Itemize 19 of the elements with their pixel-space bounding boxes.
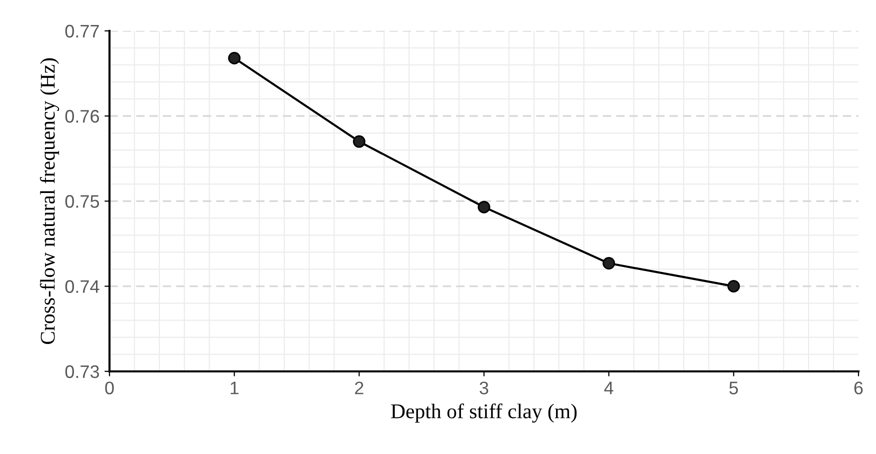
x-tick-label: 5 xyxy=(729,382,738,394)
point xyxy=(602,257,616,270)
x-tick-label: 6 xyxy=(854,382,863,394)
y-tick-label: 0.77 xyxy=(65,24,99,38)
x-tick-label: 2 xyxy=(355,382,364,394)
y-tick-label: 0.76 xyxy=(65,110,99,123)
point xyxy=(352,135,366,148)
point xyxy=(478,200,490,214)
y-tick-label: 0.75 xyxy=(65,195,100,208)
y-tick-label: 0.74 xyxy=(65,280,100,293)
x-tick-label: 0 xyxy=(105,382,114,394)
point xyxy=(228,52,241,64)
x-tick-label: 4 xyxy=(604,382,614,394)
x-tick-label: 1 xyxy=(230,382,238,394)
y-tick-label: 0.73 xyxy=(65,365,99,378)
point xyxy=(727,280,740,292)
x-axis-title: Depth of stiff clay (m) xyxy=(391,403,577,423)
x-tick-label: 3 xyxy=(480,382,488,394)
y-axis-title: Cross-flow natural frequency (Hz) xyxy=(40,58,60,344)
